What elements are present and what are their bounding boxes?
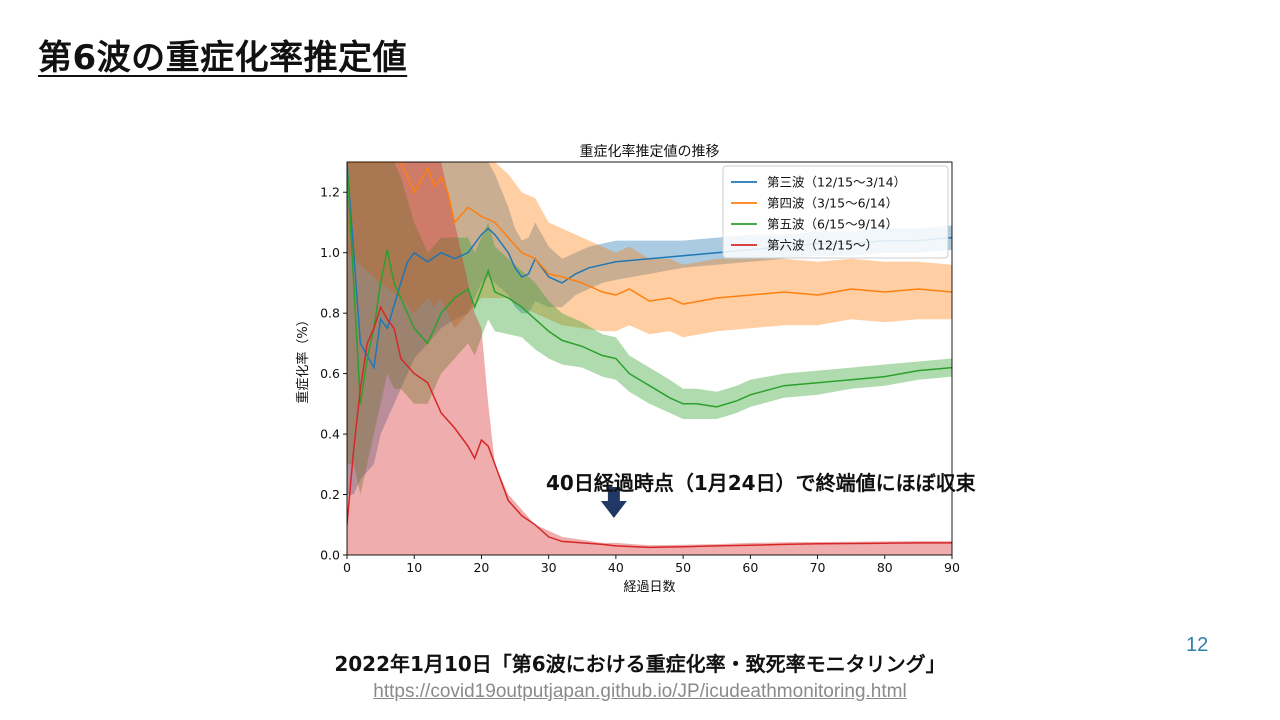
legend-label-4: 第六波（12/15〜） xyxy=(767,238,878,253)
x-tick-label: 50 xyxy=(675,560,691,575)
severity-rate-chart: 重症化率推定値の推移 0 10 20 30 40 50 60 70 80 90 0.0 0.2 0.4 0.… xyxy=(295,143,960,595)
legend-box xyxy=(722,165,949,259)
y-tick-label: 1.0 xyxy=(320,245,340,260)
line-series-2 xyxy=(347,162,952,305)
legend-label-1: 第三波（12/15〜3/14） xyxy=(767,175,906,190)
x-tick-label: 30 xyxy=(541,560,557,575)
x-tick-label: 70 xyxy=(810,560,826,575)
legend-label-3: 第五波（6/15〜9/14） xyxy=(767,217,898,232)
y-tick-label: 0.4 xyxy=(320,427,340,442)
line-series-3 xyxy=(347,162,952,408)
page-number: 12 xyxy=(1186,634,1209,656)
y-tick-label: 0.8 xyxy=(320,306,340,321)
chart-title: 重症化率推定値の推移 xyxy=(580,143,720,160)
y-tick-label: 0.6 xyxy=(320,366,340,381)
band-series-4 xyxy=(347,162,952,555)
x-tick-label: 10 xyxy=(406,560,422,575)
legend: 第三波（12/15〜3/14） 第四波（3/15〜6/14） 第五波（6/15〜9/… xyxy=(722,165,949,259)
x-tick-label: 60 xyxy=(742,560,758,575)
line-series-4 xyxy=(347,305,952,549)
source-citation: 2022年1月10日「第6波における重症化率・致死率モニタリング」 xyxy=(334,652,946,676)
band-series-3 xyxy=(347,162,952,495)
x-tick-label: 40 xyxy=(608,560,624,575)
y-tick-label: 0.2 xyxy=(320,487,340,502)
down-arrow-icon xyxy=(600,487,627,518)
chart-container: 重症化率推定値の推移 0 10 20 30 40 50 60 70 80 90 0.0 0.2 0.4 0.… xyxy=(290,135,990,605)
y-tick-label: 0.0 xyxy=(320,548,340,563)
y-axis-label: 重症化率（%） xyxy=(295,313,311,403)
x-tick-label: 0 xyxy=(343,560,351,575)
x-tick-label: 90 xyxy=(944,560,960,575)
source-link[interactable]: https://covid19outputjapan.github.io/JP/… xyxy=(373,681,907,702)
plot-frame xyxy=(346,161,953,556)
y-tick-label: 1.2 xyxy=(320,185,340,200)
x-axis-label: 経過日数 xyxy=(623,580,675,595)
x-tick-label: 80 xyxy=(877,560,893,575)
slide-title: 第6波の重症化率推定値 xyxy=(38,38,408,78)
x-tick-label: 20 xyxy=(473,560,489,575)
legend-label-2: 第四波（3/15〜6/14） xyxy=(767,196,898,211)
convergence-annotation: 40日経過時点（1月24日）で終端値にほぼ収束 xyxy=(546,471,976,495)
